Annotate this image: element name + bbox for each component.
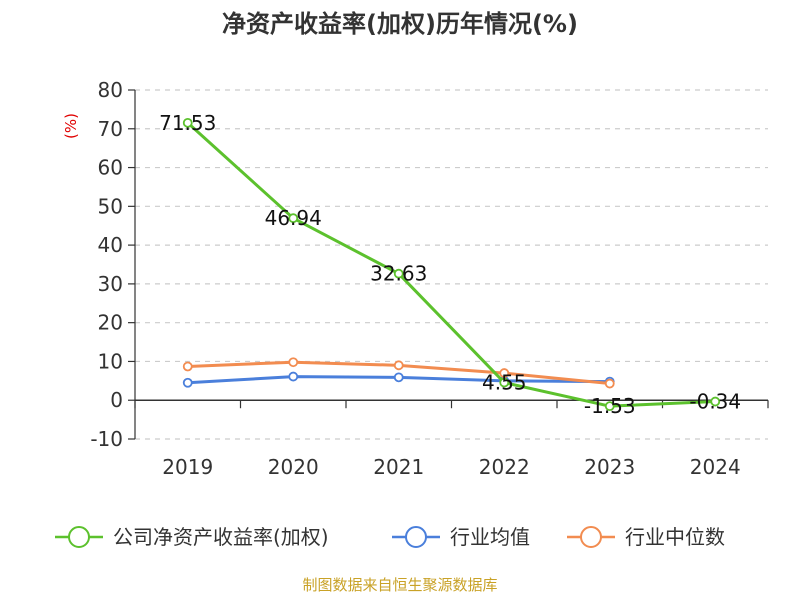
y-tick-label: 30 xyxy=(98,272,123,296)
chart-title: 净资产收益率(加权)历年情况(%) xyxy=(222,10,578,38)
data-point xyxy=(288,357,299,368)
legend-item: 公司净资产收益率(加权) xyxy=(55,525,329,549)
x-tick-label: 2020 xyxy=(268,455,319,479)
source-note: 制图数据来自恒生聚源数据库 xyxy=(302,576,497,594)
data-point xyxy=(499,368,510,378)
x-tick-label: 2022 xyxy=(479,455,530,479)
y-tick-label: 20 xyxy=(98,311,123,335)
axes: -10 0 10 20 30 40 50 60 70 80 2019 2020 2021 2022 2023… xyxy=(90,78,769,479)
data-label: 71.53 xyxy=(159,111,216,135)
grid-lines xyxy=(135,89,768,440)
data-point xyxy=(604,401,615,412)
legend-marker xyxy=(580,526,602,548)
y-tick-label: 40 xyxy=(98,233,123,257)
data-point xyxy=(604,378,615,389)
x-tick-label: 2019 xyxy=(162,455,213,479)
data-point xyxy=(288,213,299,224)
data-point xyxy=(182,361,193,372)
legend-label: 行业中位数 xyxy=(625,525,725,549)
legend-item: 行业均值 xyxy=(392,525,530,549)
data-label: 4.55 xyxy=(482,371,527,395)
data-point xyxy=(182,117,193,128)
series-line-0 xyxy=(186,121,716,408)
data-point xyxy=(393,360,404,371)
data-labels: 71.53 46.94 32.63 4.55 -1.53 -0.34 xyxy=(159,111,741,418)
data-label: -0.34 xyxy=(689,390,741,414)
data-label: 32.63 xyxy=(370,262,427,286)
y-tick-label: -10 xyxy=(90,427,123,451)
legend: 公司净资产收益率(加权) 行业均值 行业中位数 xyxy=(55,525,725,549)
series-lines xyxy=(182,117,721,412)
y-tick-label: 0 xyxy=(110,388,123,412)
y-tick-label: 70 xyxy=(98,117,123,141)
data-point xyxy=(393,268,404,279)
y-tick-label: 60 xyxy=(98,156,123,180)
legend-label: 公司净资产收益率(加权) xyxy=(113,525,329,549)
data-point xyxy=(288,371,299,382)
x-tick-label: 2024 xyxy=(690,455,741,479)
legend-marker xyxy=(405,526,427,548)
data-point xyxy=(710,396,721,407)
x-tick-label: 2021 xyxy=(373,455,424,479)
data-label: -1.53 xyxy=(584,394,636,418)
legend-item: 行业中位数 xyxy=(567,525,725,549)
data-point xyxy=(499,377,510,388)
legend-marker xyxy=(68,526,90,548)
y-axis-unit-label: (%) xyxy=(62,113,80,139)
x-tick-label: 2023 xyxy=(584,455,635,479)
data-point xyxy=(393,372,404,383)
y-tick-label: 50 xyxy=(98,194,123,218)
y-tick-label: 10 xyxy=(98,349,123,373)
legend-label: 行业均值 xyxy=(450,525,530,549)
data-point xyxy=(182,377,193,388)
y-tick-label: 80 xyxy=(98,78,123,102)
data-label: 46.94 xyxy=(265,206,322,230)
